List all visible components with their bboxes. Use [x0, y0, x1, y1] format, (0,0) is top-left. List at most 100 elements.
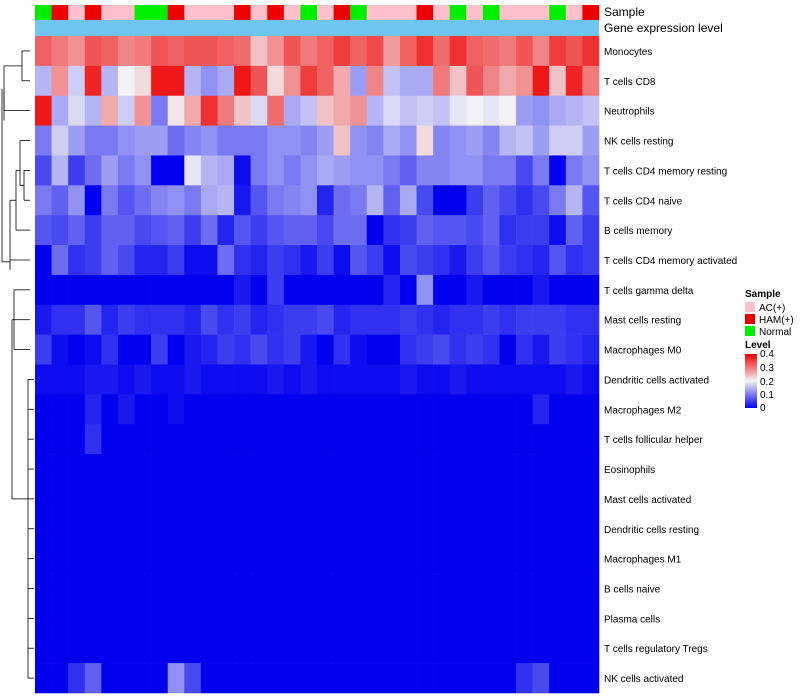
heatmap-cell [516, 603, 533, 634]
heatmap-cell [134, 155, 152, 186]
heatmap-cell [466, 155, 484, 186]
heatmap-cell [416, 454, 434, 485]
heatmap-cell [516, 95, 533, 126]
heatmap-cell [234, 36, 251, 67]
sample-cell [267, 5, 285, 20]
heatmap-cell [200, 36, 218, 67]
heatmap-cell [250, 573, 268, 604]
legend-swatch-ham [745, 314, 755, 324]
heatmap-cell [35, 573, 52, 604]
heatmap-cell [151, 245, 169, 276]
heatmap-cell [300, 424, 318, 455]
heatmap-cell [383, 513, 401, 544]
heatmap-cell [449, 543, 467, 574]
heatmap-cell [101, 483, 119, 515]
heatmap-cell [250, 603, 268, 634]
heatmap-cell [333, 65, 351, 97]
heatmap-cell [516, 454, 533, 485]
heatmap-cell [217, 633, 235, 664]
heatmap-cell [449, 36, 467, 67]
heatmap-cell [350, 663, 368, 694]
heatmap-cell [134, 603, 152, 634]
heatmap-cell [466, 334, 484, 365]
sample-cell [482, 5, 500, 20]
heatmap-cell [68, 36, 86, 67]
heatmap-cell [532, 424, 550, 455]
heatmap-cell [217, 603, 235, 634]
heatmap-cell [117, 424, 135, 455]
heatmap-cell [516, 245, 533, 276]
heatmap-cell [51, 543, 69, 574]
heatmap-cell [549, 483, 567, 515]
heatmap-cell [366, 155, 384, 186]
heatmap-cell [51, 274, 69, 306]
heatmap-cell [532, 603, 550, 634]
heatmap-cell [549, 364, 567, 395]
heatmap-cell [449, 65, 467, 97]
heatmap-cell [117, 364, 135, 395]
heatmap-cell [101, 245, 119, 276]
sample-cell [234, 5, 251, 20]
heatmap-cell [499, 663, 517, 694]
heatmap-cell [134, 185, 152, 216]
heatmap-cell [184, 483, 202, 515]
row-label: NK cells activated [604, 674, 683, 685]
heatmap-cell [482, 394, 500, 425]
heatmap-cell [333, 155, 351, 186]
heatmap-cell [499, 155, 517, 186]
heatmap-cell [532, 483, 550, 515]
heatmap-cell [333, 513, 351, 544]
legend-sample-title: Sample [745, 289, 781, 300]
heatmap-cell [549, 573, 567, 604]
heatmap-cell [549, 155, 567, 186]
heatmap-cell [350, 513, 368, 544]
heatmap-cell [250, 125, 268, 156]
heatmap-cell [516, 573, 533, 604]
heatmap-cell [68, 424, 86, 455]
heatmap-cell [84, 125, 102, 156]
heatmap-cell [51, 573, 69, 604]
heatmap-cell [549, 245, 567, 276]
heatmap-cell [300, 603, 318, 634]
heatmap-cell [317, 633, 334, 664]
heatmap-cell [68, 215, 86, 246]
heatmap-cell [516, 334, 533, 365]
heatmap-cell [250, 36, 268, 67]
heatmap-cell [68, 95, 86, 126]
heatmap-cell [117, 215, 135, 246]
heatmap-cell [101, 454, 119, 485]
sample-annotation-track [35, 5, 600, 20]
heatmap-cell [433, 454, 451, 485]
row-label: Macrophages M0 [604, 346, 682, 357]
heatmap-cell [200, 454, 218, 485]
heatmap-cell [317, 36, 334, 67]
heatmap-cell [549, 65, 567, 97]
heatmap-cell [200, 125, 218, 156]
heatmap-cell [416, 215, 434, 246]
heatmap-cell [250, 274, 268, 306]
heatmap-cell [366, 483, 384, 515]
heatmap-cell [250, 65, 268, 97]
heatmap-cell [383, 65, 401, 97]
heatmap-cell [366, 274, 384, 306]
heatmap-cell [333, 633, 351, 664]
heatmap-cell [84, 304, 102, 335]
heatmap-cell [200, 185, 218, 216]
heatmap-cell [283, 245, 301, 276]
heatmap-cell [433, 513, 451, 544]
row-label: T cells follicular helper [604, 435, 703, 446]
heatmap-cell [184, 36, 202, 67]
heatmap-cell [482, 125, 500, 156]
heatmap-cell [466, 36, 484, 67]
heatmap-cell [433, 274, 451, 306]
heatmap-cell [151, 543, 169, 574]
heatmap-cell [51, 36, 69, 67]
heatmap-cell [549, 36, 567, 67]
heatmap-cell [167, 125, 185, 156]
heatmap-cell [51, 125, 69, 156]
heatmap-cell [184, 334, 202, 365]
heatmap-cell [234, 185, 251, 216]
heatmap-cell [167, 633, 185, 664]
legend-tick-0.2: 0.2 [760, 377, 774, 388]
heatmap-cell [333, 663, 351, 694]
